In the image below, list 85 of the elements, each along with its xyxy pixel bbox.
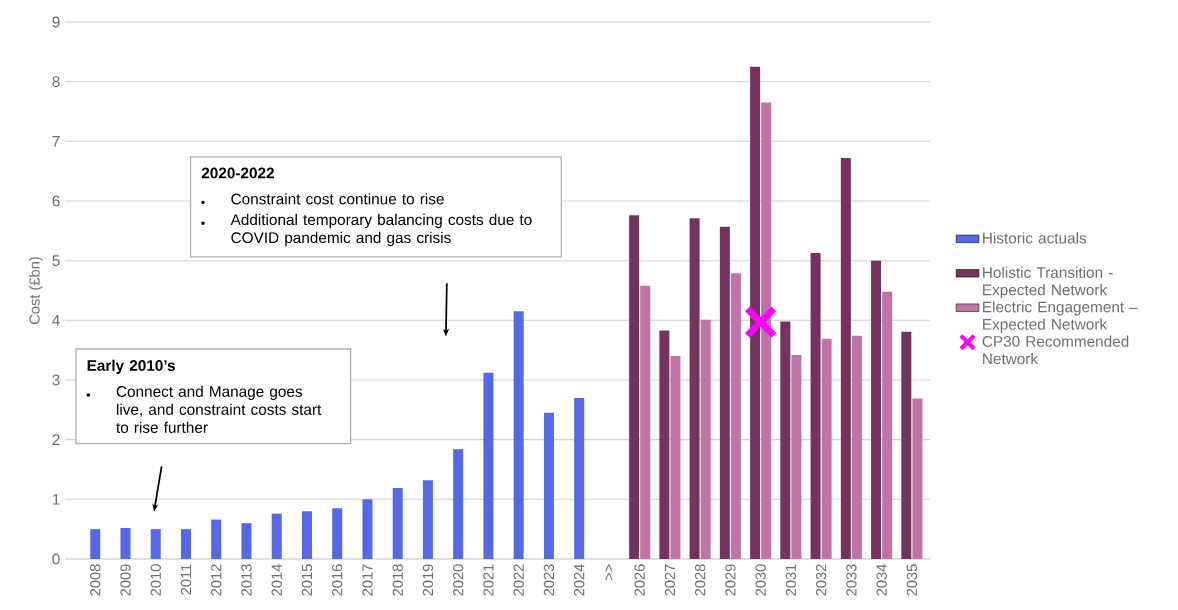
x-tick-label: 2015 — [301, 564, 313, 596]
x-tick-label: 2035 — [906, 564, 918, 596]
x-tick-label: 2021 — [483, 564, 494, 596]
bar — [422, 480, 433, 559]
bar — [730, 273, 741, 559]
x-tick-label: 2020 — [453, 564, 464, 596]
bar — [840, 158, 851, 559]
x-tick-label: 2028 — [694, 564, 706, 596]
bar — [750, 66, 761, 559]
x-tick-label: 2017 — [362, 564, 373, 596]
annotation: Constraint cost continue to rise — [231, 193, 444, 205]
bar — [483, 372, 494, 559]
annotation: Additional temporary balancing costs due to COVID pandemic and gas crisis — [230, 213, 532, 247]
x-tick-label: 2019 — [422, 564, 434, 596]
legend-label: Historic actuals — [983, 232, 1087, 244]
x-tick-label: 2022 — [513, 564, 524, 596]
bar — [791, 354, 802, 559]
bar — [271, 513, 282, 559]
x-tick-label: 2009 — [120, 564, 131, 596]
x-tick-label: 2010 — [150, 564, 161, 596]
bar — [901, 331, 912, 559]
bar — [362, 499, 373, 559]
bar — [241, 523, 252, 559]
bar — [90, 529, 101, 559]
x-tick-label: 2014 — [271, 564, 282, 596]
bar — [513, 311, 524, 559]
x-tick-label: 2011 — [180, 564, 192, 595]
bar — [332, 508, 343, 559]
x-tick-label: 2027 — [664, 564, 676, 596]
x-tick-label: 2034 — [876, 564, 887, 596]
x-tick-label: 2033 — [846, 564, 857, 596]
y-tick-label: 6 — [52, 195, 60, 207]
legend-label: Holistic Transition - Expected Network — [983, 266, 1113, 299]
bar — [882, 291, 893, 559]
bar — [761, 102, 772, 559]
annotation: Connect and Manage goes live, and constraint costs start to rise further — [116, 385, 322, 433]
bar — [700, 319, 711, 559]
y-tick-label: 5 — [52, 255, 60, 266]
x-tick-label: 2016 — [332, 564, 343, 596]
bar — [301, 511, 312, 559]
x-tick-label: 2008 — [90, 564, 101, 596]
legend-label: Electric Engagement – Expected Network — [983, 301, 1138, 333]
y-tick-label: 3 — [52, 374, 60, 386]
x-tick-label: 2023 — [543, 564, 555, 596]
bar — [574, 397, 585, 559]
x-tick-label: 2026 — [634, 564, 645, 596]
y-axis-title: Cost (£bn) — [28, 257, 43, 324]
bar — [659, 330, 670, 559]
bar — [629, 215, 640, 559]
x-tick-label: 2012 — [211, 564, 222, 596]
x-tick-label: 2029 — [725, 564, 736, 596]
bar — [719, 226, 730, 559]
y-tick-label: 7 — [52, 136, 60, 147]
bar — [912, 398, 923, 559]
y-tick-label: 0 — [52, 553, 60, 565]
y-tick-label: 1 — [52, 494, 60, 505]
x-tick-label: 2013 — [241, 564, 252, 596]
bar — [640, 285, 651, 559]
bar — [150, 529, 161, 559]
x-tick-label: 2018 — [392, 564, 403, 596]
bar — [180, 529, 191, 559]
bar — [120, 527, 131, 559]
y-tick-label: 4 — [52, 315, 60, 326]
bar — [821, 338, 832, 559]
legend-label: CP30 Recommended Network — [982, 335, 1129, 365]
annotation: Early 2010’s — [87, 359, 175, 374]
annotation: 2020-2022 — [201, 167, 274, 179]
x-tick-label: 2024 — [573, 564, 585, 596]
bar — [780, 321, 791, 559]
bar — [810, 252, 821, 559]
x-tick-label: 2031 — [785, 564, 797, 596]
bar — [871, 260, 882, 559]
x-tick-label: 2032 — [815, 564, 827, 596]
x-tick-label: >> — [605, 564, 613, 581]
bar — [689, 218, 700, 559]
bar — [670, 356, 681, 559]
bar — [453, 449, 464, 559]
x-tick-label: 2030 — [755, 564, 766, 596]
y-tick-label: 9 — [52, 16, 60, 28]
y-tick-label: 8 — [52, 76, 60, 88]
y-tick-label: 2 — [52, 434, 60, 446]
bar — [392, 487, 403, 559]
bar — [211, 519, 222, 559]
bar — [851, 335, 862, 559]
bar — [543, 412, 554, 559]
